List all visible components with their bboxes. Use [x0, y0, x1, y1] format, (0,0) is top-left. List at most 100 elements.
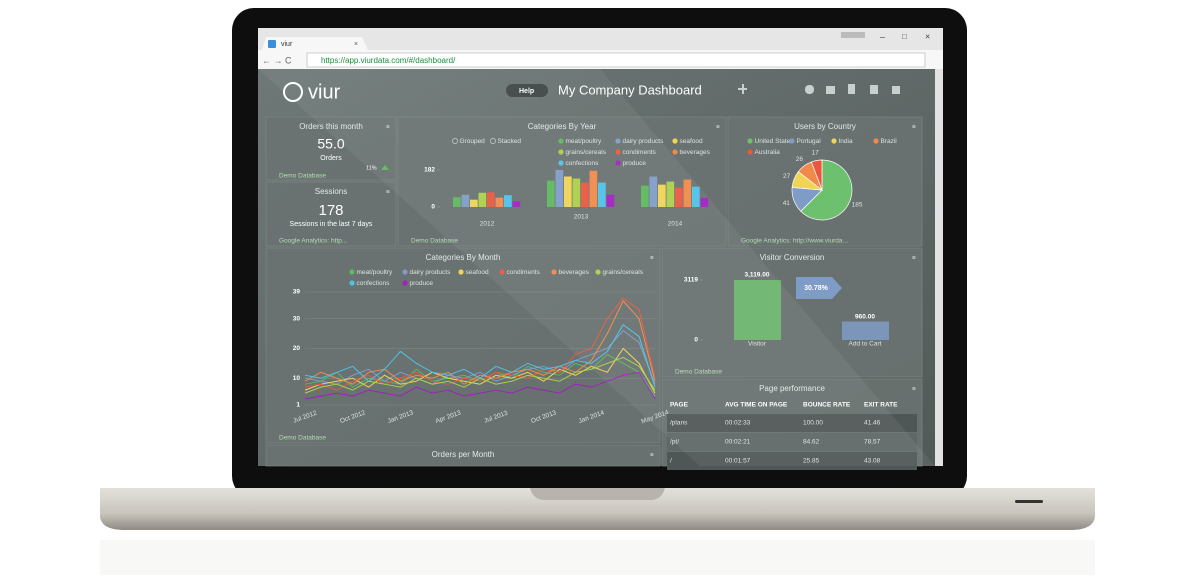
tab-title: viur — [281, 41, 293, 48]
widget-title: Sessions — [315, 187, 347, 196]
legend-label: produce — [410, 280, 434, 287]
widget-title: Page performance — [759, 384, 825, 393]
bar — [683, 179, 692, 207]
x-tick-label: 2014 — [668, 221, 683, 228]
table-cell: /pt/ — [670, 439, 679, 446]
bar — [512, 201, 521, 207]
nav-buttons[interactable]: ← → C — [262, 55, 292, 65]
legend-swatch — [499, 269, 505, 275]
legend-label: dairy products — [410, 269, 452, 276]
value-label: 960.00 — [855, 313, 875, 320]
table-cell: 43.08 — [864, 458, 881, 465]
widget-source[interactable]: Demo Database — [279, 173, 326, 180]
url[interactable]: https://app.viurdata.com/#/dashboard/ — [321, 56, 456, 65]
bar — [649, 176, 658, 207]
indicator — [1015, 500, 1043, 503]
bar — [581, 182, 589, 207]
legend-swatch — [831, 138, 837, 144]
scrollbar[interactable] — [935, 69, 943, 466]
kpi-subtitle: Sessions in the last 7 days — [290, 221, 373, 228]
legend-label: seafood — [680, 138, 704, 145]
legend-label: condiments — [507, 269, 541, 276]
widget-title: Visitor Conversion — [760, 253, 825, 262]
favicon — [268, 40, 276, 48]
reflection — [100, 540, 1095, 575]
table-header: PAGE — [670, 402, 689, 409]
panel-menu: ≡ — [650, 452, 654, 459]
bar — [734, 280, 781, 340]
maximize[interactable]: □ — [902, 32, 907, 41]
legend-swatch — [558, 160, 564, 166]
glare — [258, 69, 935, 466]
legend-label: Stacked — [498, 138, 522, 145]
panel-menu: ≡ — [386, 124, 390, 131]
legend-swatch — [789, 138, 795, 144]
hinge-notch — [530, 488, 665, 500]
slice-label: 26 — [796, 156, 804, 163]
legend-swatch — [873, 138, 879, 144]
table-cell: /plans — [670, 420, 688, 427]
widget-title: Users by Country — [794, 122, 856, 131]
slice-label: 41 — [783, 200, 791, 207]
x-tick-label: 2012 — [480, 221, 495, 228]
legend-swatch — [349, 269, 355, 275]
close[interactable]: × — [925, 31, 930, 41]
bar — [598, 182, 606, 207]
panel — [265, 181, 397, 247]
widget-source[interactable]: Demo Database — [675, 369, 722, 376]
bar — [504, 195, 512, 207]
table-cell: 41.46 — [864, 420, 881, 427]
widget-source[interactable]: Demo Database — [279, 435, 326, 442]
table-row — [667, 433, 917, 451]
y-tick-label: 182 — [424, 167, 435, 174]
panel — [265, 116, 397, 181]
widget-title: Categories By Year — [528, 122, 597, 131]
legend-label: meat/poultry — [566, 138, 603, 145]
conversion-rate: 30.78% — [804, 285, 829, 292]
widget-source[interactable]: Google Analytics: http://www.viurda... — [741, 238, 848, 245]
legend-swatch — [672, 138, 678, 144]
address-bar[interactable] — [306, 52, 926, 68]
tab-close[interactable]: × — [354, 41, 358, 48]
widget-title: Orders this month — [299, 122, 363, 131]
panel-menu: ≡ — [716, 124, 720, 131]
legend-swatch — [672, 149, 678, 155]
legend-label: Brazil — [881, 138, 898, 145]
tab[interactable] — [262, 37, 368, 50]
kpi-value: 55.0 — [317, 136, 344, 152]
value-label: 3,119.00 — [745, 272, 770, 279]
widget-source[interactable]: Google Analytics: http... — [279, 238, 347, 245]
y-tick-label: 39 — [293, 289, 301, 296]
help-label[interactable]: Help — [519, 88, 534, 95]
panel — [265, 247, 661, 444]
widget-source[interactable]: Demo Database — [411, 238, 458, 245]
x-tick-label: Visitor — [748, 341, 767, 348]
legend-label: condiments — [623, 149, 657, 156]
widget-title: Orders per Month — [432, 450, 495, 459]
legend-swatch — [458, 269, 464, 275]
legend-swatch — [615, 138, 621, 144]
table-cell: 100.00 — [803, 420, 823, 427]
bar — [641, 185, 649, 207]
y-tick-label: 0 — [694, 337, 698, 344]
line-series — [304, 329, 656, 385]
tab-strip — [258, 28, 943, 50]
slice-label: 185 — [852, 201, 863, 208]
legend-swatch — [595, 269, 601, 275]
panel — [661, 247, 923, 378]
logo-icon — [283, 82, 303, 102]
minimize[interactable]: – — [880, 31, 885, 41]
panel — [265, 444, 661, 467]
toolbar-icons[interactable] — [738, 84, 900, 94]
bar — [478, 192, 487, 207]
line-series — [304, 297, 656, 391]
logo[interactable]: viur — [308, 81, 341, 103]
help-button[interactable] — [506, 84, 548, 97]
legend-label: seafood — [466, 269, 490, 276]
slice-label: 27 — [783, 173, 791, 180]
laptop-base — [100, 488, 1095, 530]
y-tick-label: 3119 — [684, 277, 698, 284]
legend-swatch — [558, 149, 564, 155]
